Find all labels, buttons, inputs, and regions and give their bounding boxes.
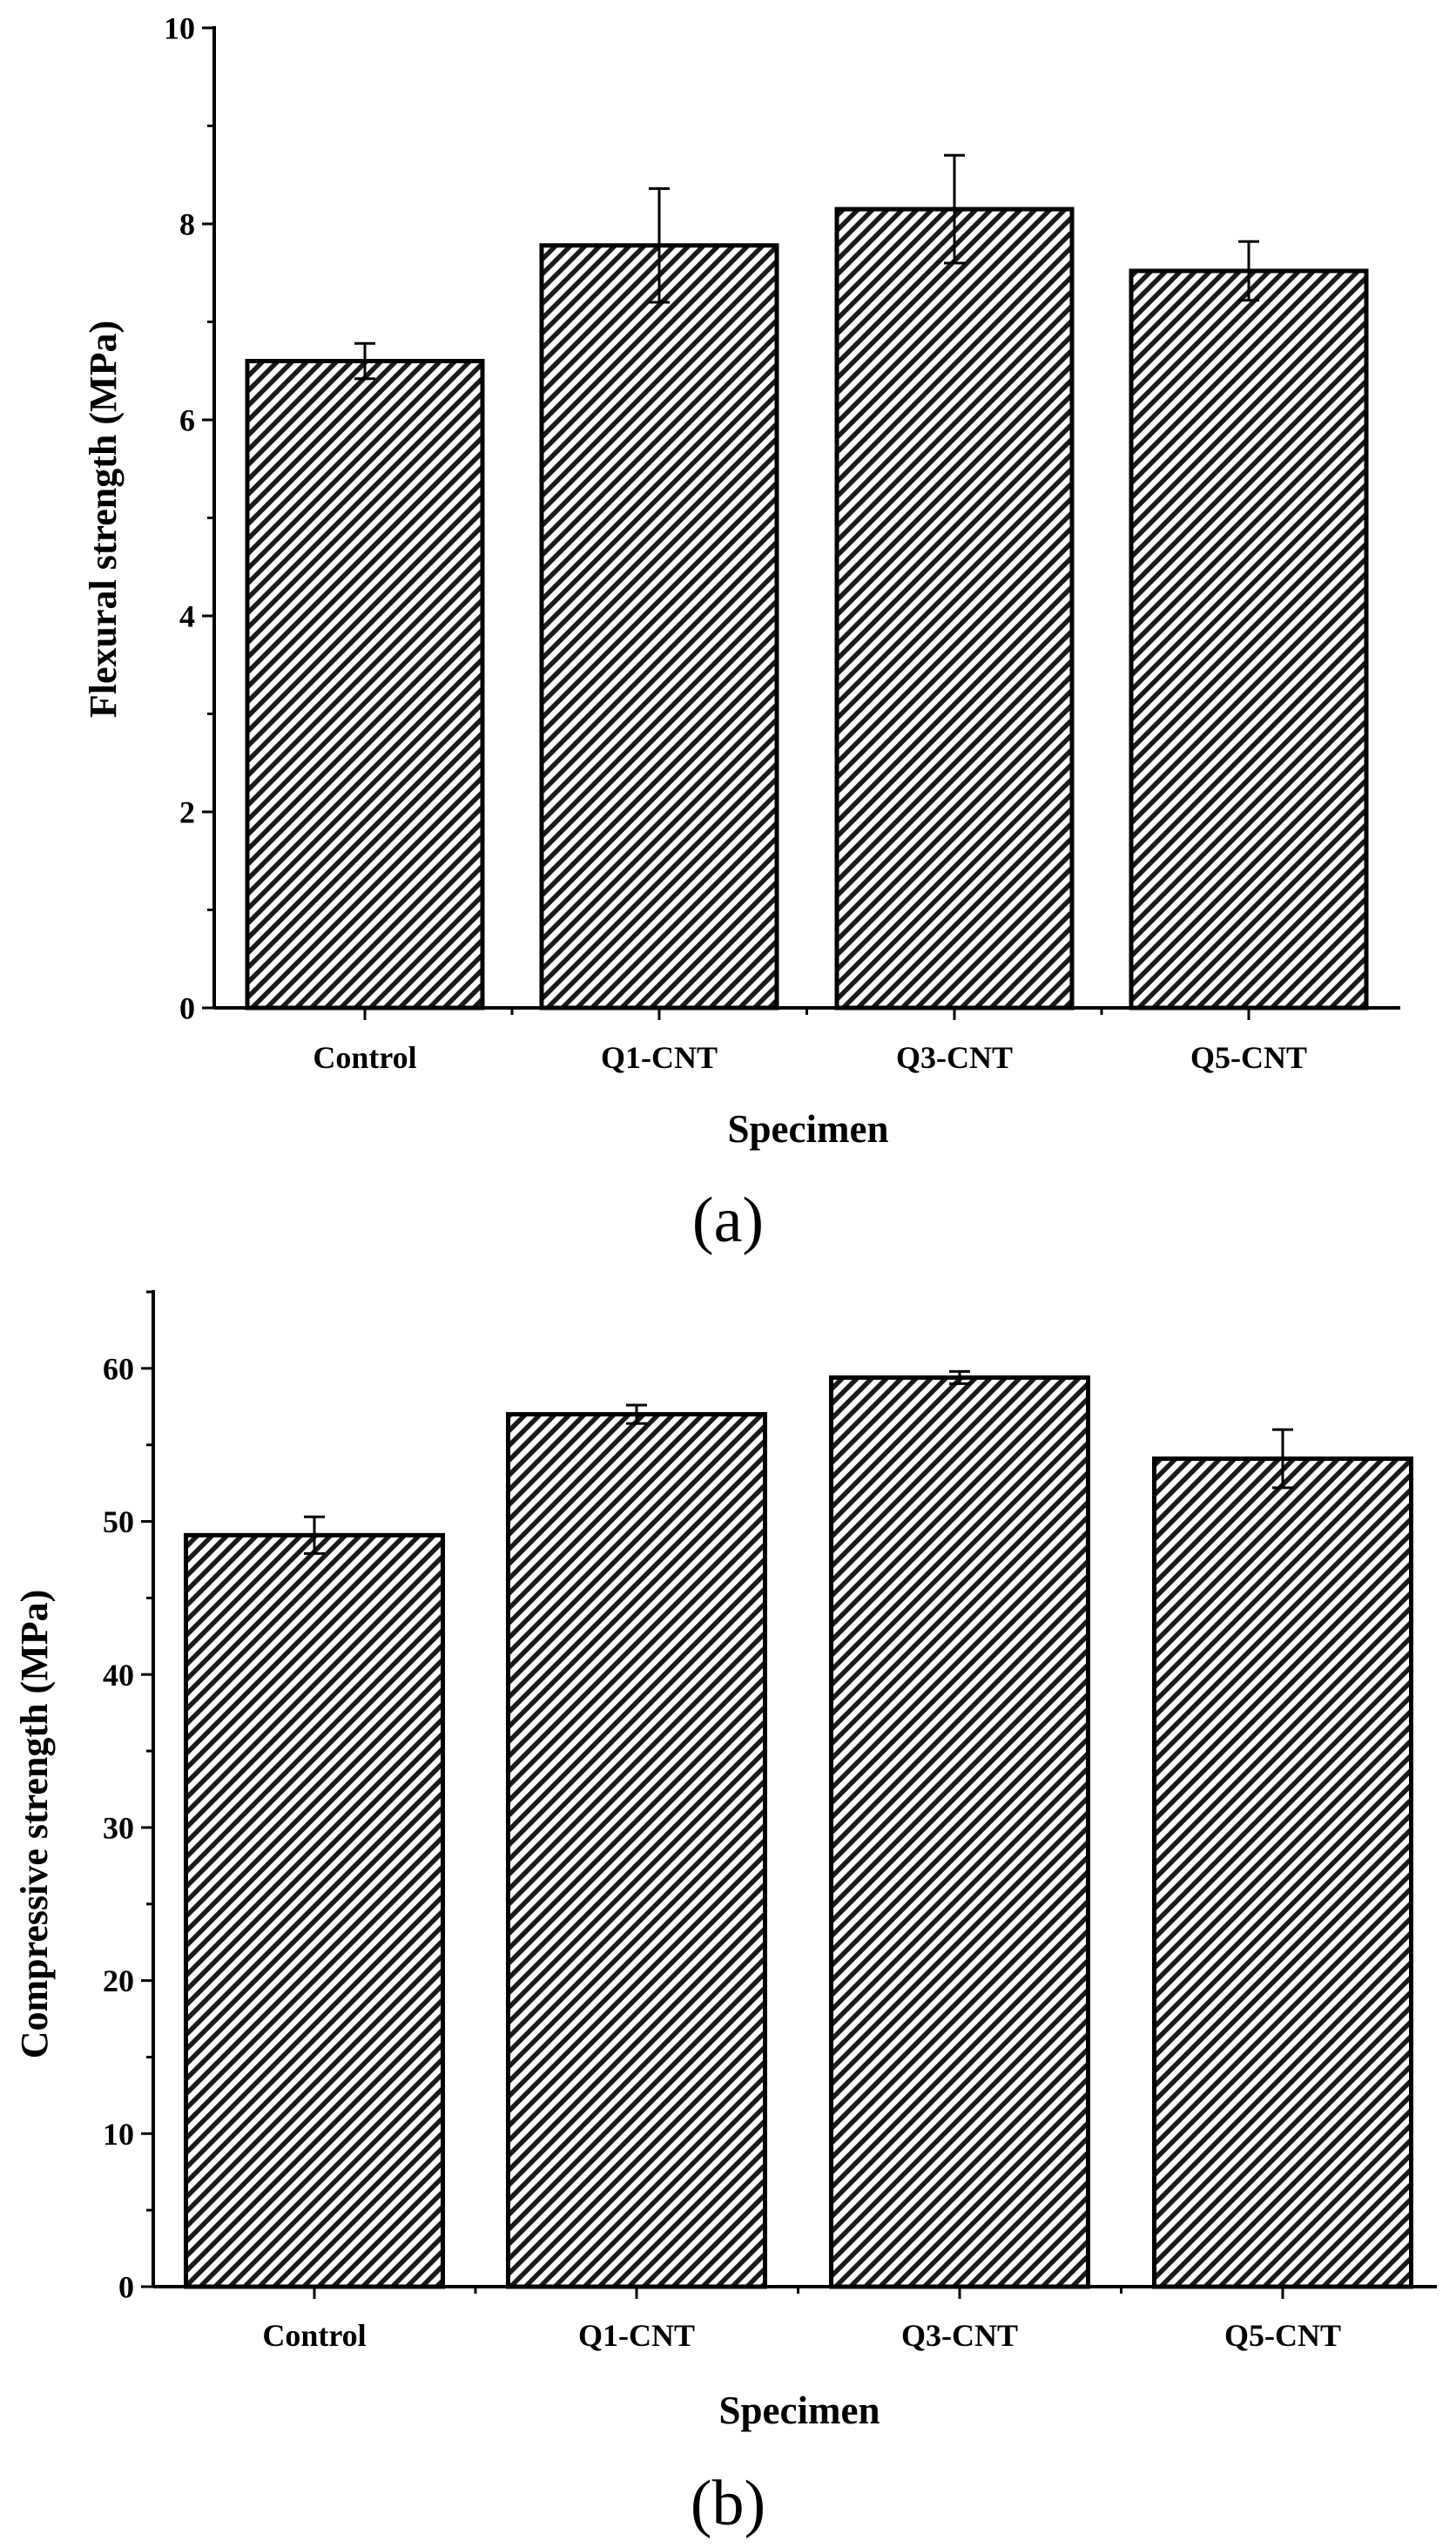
y-tick-label: 60: [103, 1351, 134, 1386]
error-bar-q1-cnt: [649, 187, 670, 304]
x-tick-label: Control: [262, 2318, 366, 2353]
error-bar-q3-cnt: [949, 1369, 970, 1385]
bar-q5-cnt: [1152, 1456, 1413, 2289]
axes: [152, 1290, 1437, 2288]
y-ticks: 0 10 20 30 40 50 60: [103, 1290, 153, 2305]
x-tick-label: Q5-CNT: [1224, 2318, 1341, 2353]
chart-flexural-strength: 0 2 4 6 8 10 Control Q1-CNT Q3-CNT Q5-CNT Specim…: [82, 11, 1400, 1256]
x-tick-label: Control: [313, 1040, 416, 1075]
error-bars: [354, 153, 1259, 381]
x-tick-label: Q1-CNT: [578, 2318, 695, 2353]
bar-q1-cnt: [539, 243, 779, 1010]
x-axis-title: Specimen: [719, 2389, 880, 2432]
y-axis-title: Compressive strength (MPa): [13, 1590, 56, 2059]
panel-label-a: (a): [692, 1185, 764, 1256]
bars: [245, 206, 1369, 1010]
y-tick-label: 40: [103, 1658, 134, 1693]
bar-q3-cnt: [834, 206, 1075, 1010]
panel-label-b: (b): [691, 2468, 765, 2539]
x-tick-label: Q5-CNT: [1190, 1040, 1307, 1075]
error-bar-q1-cnt: [626, 1403, 647, 1425]
error-bar-q3-cnt: [944, 153, 965, 265]
x-ticks: Control Q1-CNT Q3-CNT Q5-CNT: [262, 2287, 1341, 2353]
x-tick-label: Q3-CNT: [901, 2318, 1018, 2353]
y-tick-label: 10: [103, 2117, 134, 2152]
error-bars: [304, 1369, 1293, 1555]
x-tick-label: Q1-CNT: [601, 1040, 718, 1075]
error-bar-control: [354, 341, 375, 381]
bar-q5-cnt: [1129, 268, 1369, 1010]
y-tick-label: 4: [179, 599, 195, 634]
bar-control: [245, 359, 485, 1010]
y-tick-label: 6: [179, 403, 195, 438]
error-bar-q5-cnt: [1238, 240, 1259, 302]
y-tick-label: 0: [118, 2270, 134, 2305]
bar-q3-cnt: [829, 1375, 1090, 2289]
x-ticks: Control Q1-CNT Q3-CNT Q5-CNT: [313, 1008, 1307, 1075]
y-tick-label: 2: [179, 795, 195, 830]
bar-q1-cnt: [506, 1412, 767, 2289]
y-ticks: 0 2 4 6 8 10: [164, 11, 214, 1026]
error-bar-q5-cnt: [1272, 1428, 1293, 1490]
y-tick-label: 30: [103, 1811, 134, 1846]
y-tick-label: 20: [103, 1963, 134, 1998]
y-tick-label: 10: [164, 11, 195, 46]
x-axis-title: Specimen: [728, 1107, 889, 1151]
error-bar-control: [304, 1515, 325, 1555]
x-tick-label: Q3-CNT: [896, 1040, 1013, 1075]
y-tick-label: 50: [103, 1504, 134, 1539]
y-tick-label: 0: [179, 991, 195, 1026]
bars: [184, 1375, 1413, 2289]
bar-control: [184, 1532, 445, 2289]
y-tick-label: 8: [179, 207, 195, 242]
y-axis-title: Flexural strength (MPa): [82, 321, 125, 718]
